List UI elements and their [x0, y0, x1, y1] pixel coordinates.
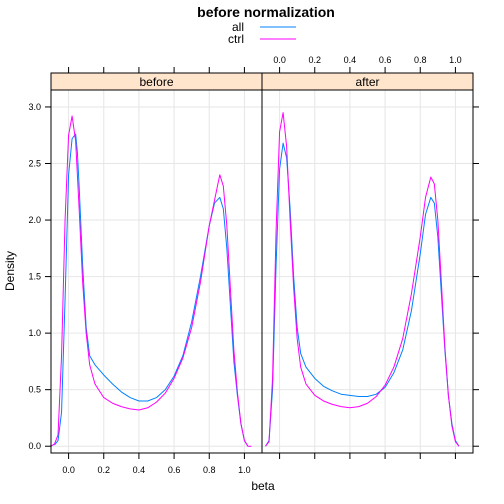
x-tick-label-top: 0.8 [414, 55, 427, 65]
series-line-after-all [265, 142, 460, 447]
panel-frame-after [261, 89, 474, 454]
series-line-after-ctrl [265, 112, 460, 447]
strip-label-before: before [139, 75, 173, 89]
x-tick-label-bottom: 0.2 [97, 465, 110, 475]
x-tick-label-top: 0.4 [344, 55, 357, 65]
y-tick-label: 1.0 [28, 328, 41, 338]
x-tick-label-bottom: 0.4 [133, 465, 146, 475]
series-line-before-ctrl [50, 115, 252, 447]
y-tick-label: 2.5 [28, 159, 41, 169]
x-tick-label-bottom: 0.0 [62, 465, 75, 475]
x-tick-label-bottom: 0.8 [203, 465, 216, 475]
y-tick-label: 0.0 [28, 441, 41, 451]
y-tick-label: 3.0 [28, 102, 41, 112]
x-tick-label-top: 0.0 [273, 55, 286, 65]
y-tick-label: 2.0 [28, 215, 41, 225]
y-tick-label: 1.5 [28, 272, 41, 282]
x-tick-label-bottom: 0.6 [168, 465, 181, 475]
x-tick-label-top: 0.6 [379, 55, 392, 65]
x-tick-label-top: 1.0 [449, 55, 462, 65]
axes: 0.0 0.5 1.0 1.5 2.0 2.5 3.0 0.0 0.0 0.2 0.2 0.4 0.4 0… [28, 55, 479, 475]
series-lines [50, 112, 460, 447]
x-axis-label: beta [251, 479, 275, 493]
x-tick-label-bottom: 1.0 [238, 465, 251, 475]
legend-label-all: all [232, 20, 244, 34]
y-tick-label: 0.5 [28, 385, 41, 395]
strip-label-after: after [355, 75, 379, 89]
y-axis-label: Density [3, 251, 17, 291]
panel-strips: before after [50, 72, 474, 91]
panel-frames [50, 89, 474, 454]
x-tick-label-top: 0.2 [308, 55, 321, 65]
grid [51, 90, 473, 453]
legend-label-ctrl: ctrl [228, 32, 244, 46]
chart-title: before normalization [197, 4, 335, 20]
